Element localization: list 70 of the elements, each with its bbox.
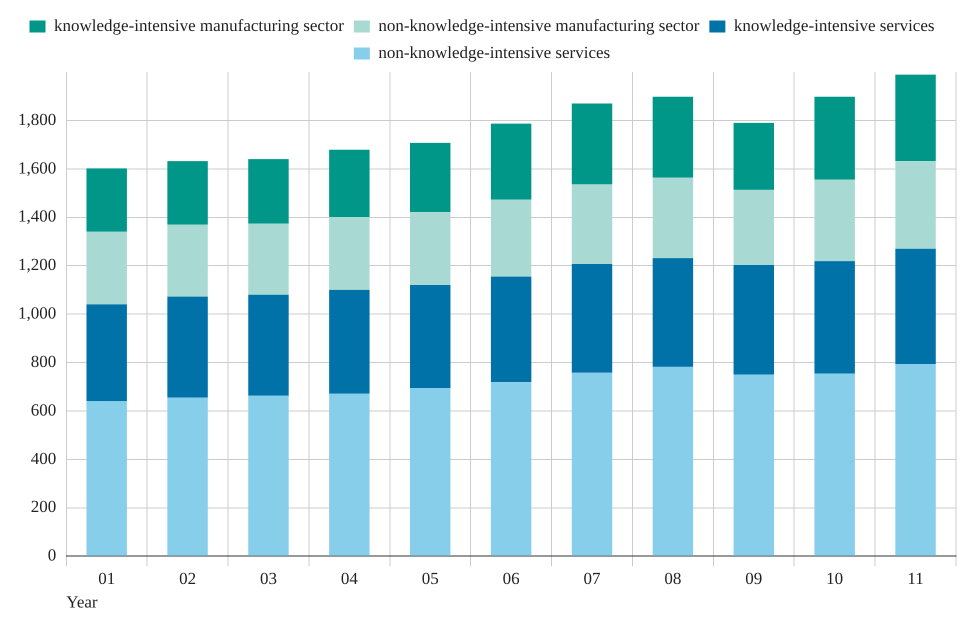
bar: [572, 264, 612, 373]
bar: [652, 258, 694, 367]
bar: [248, 159, 289, 224]
bar: [329, 217, 370, 290]
legend-label: non-knowledge-intensive services: [378, 42, 610, 62]
x-tick-label: 08: [664, 568, 682, 588]
bar: [572, 372, 612, 556]
y-tick-label: 800: [30, 352, 56, 371]
bar: [490, 124, 532, 200]
bar: [652, 366, 694, 556]
x-axis-title: Year: [66, 592, 98, 612]
bar: [895, 74, 936, 162]
bar: [410, 212, 450, 286]
bar: [734, 190, 774, 265]
bar: [572, 103, 612, 184]
y-tick-label: 600: [30, 400, 56, 420]
bar: [248, 224, 289, 295]
bar: [167, 398, 208, 556]
bar: [895, 364, 936, 556]
bar: [410, 142, 450, 212]
bar: [652, 178, 694, 258]
bar: [814, 374, 855, 556]
bar: [86, 168, 127, 232]
bar: [248, 396, 289, 556]
bar: [490, 276, 532, 382]
y-tick-label: 1,000: [18, 304, 56, 323]
x-tick-label: 09: [745, 568, 762, 588]
bar: [572, 184, 612, 264]
bar: [86, 304, 127, 402]
bar: [814, 96, 855, 180]
x-tick-label: 03: [260, 568, 277, 588]
bar: [895, 161, 936, 249]
bar: [814, 179, 855, 262]
y-tick-label: 0: [48, 546, 56, 565]
bar: [734, 122, 774, 190]
x-tick-label: 02: [179, 568, 196, 588]
bar: [814, 261, 855, 374]
bar: [167, 224, 208, 297]
x-tick-label: 10: [826, 568, 844, 588]
bar: [895, 248, 936, 364]
y-tick-label: 1,400: [18, 206, 56, 226]
y-tick-label: 200: [30, 497, 56, 516]
x-tick-label: 11: [907, 568, 924, 588]
y-tick-label: 1,600: [18, 158, 56, 178]
bar: [490, 382, 532, 556]
bar: [734, 264, 774, 375]
bar: [490, 200, 532, 277]
legend-label: knowledge-intensive services: [734, 16, 935, 35]
y-tick-label: 1,200: [18, 255, 56, 274]
legend-label: non-knowledge-intensive manufacturing sector: [378, 16, 700, 35]
bar: [86, 401, 127, 556]
bar: [410, 388, 450, 556]
bar: [410, 285, 450, 388]
bar: [652, 96, 694, 178]
x-tick-label: 04: [340, 568, 358, 588]
x-tick-label: 01: [98, 568, 116, 588]
x-tick-label: 05: [422, 568, 439, 588]
bar: [329, 290, 370, 394]
bar: [329, 150, 370, 218]
bar: [167, 161, 208, 225]
x-tick-label: 07: [584, 568, 602, 588]
y-tick-label: 1,800: [18, 110, 56, 129]
bar: [329, 394, 370, 556]
y-tick-label: 400: [30, 448, 56, 468]
bar: [248, 294, 289, 396]
bar: [167, 296, 208, 398]
bar: [734, 374, 774, 556]
legend-label: knowledge-intensive manufacturing sector: [54, 16, 344, 35]
x-tick-label: 06: [502, 568, 520, 588]
bar: [86, 232, 127, 304]
